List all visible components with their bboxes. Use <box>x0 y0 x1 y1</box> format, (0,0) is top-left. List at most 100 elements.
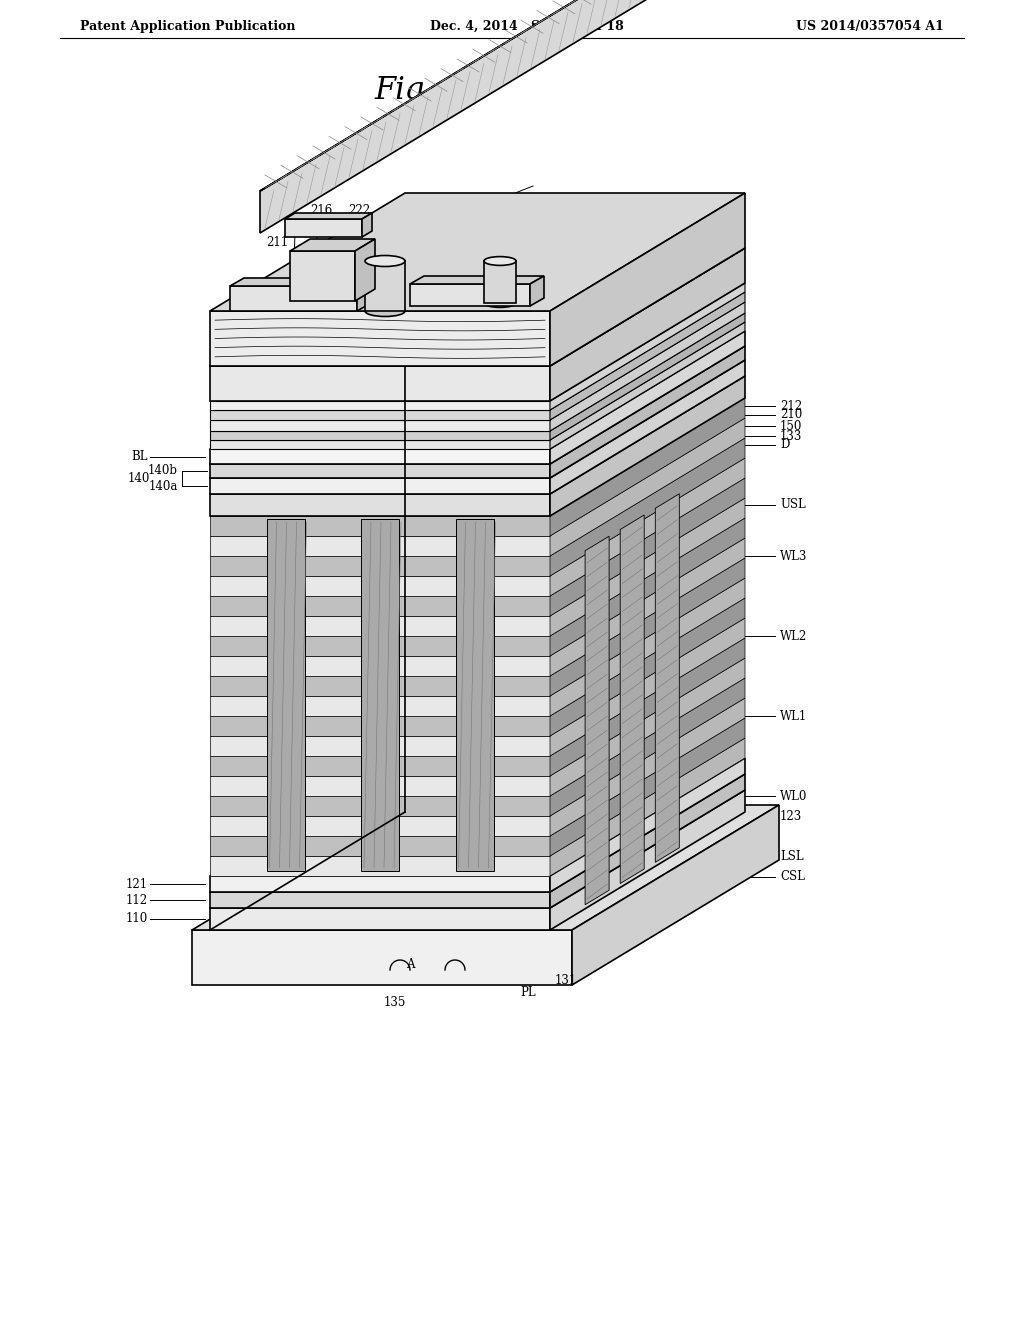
Text: 211: 211 <box>266 236 288 249</box>
Polygon shape <box>210 516 550 536</box>
Text: 216: 216 <box>310 205 332 218</box>
Text: WL2: WL2 <box>780 630 807 643</box>
Polygon shape <box>225 334 532 341</box>
Polygon shape <box>550 478 745 616</box>
Text: LSL: LSL <box>780 850 804 862</box>
Polygon shape <box>585 536 609 904</box>
Polygon shape <box>210 656 550 676</box>
Polygon shape <box>210 836 550 855</box>
Polygon shape <box>550 558 745 696</box>
Text: 112: 112 <box>126 894 148 907</box>
Polygon shape <box>550 322 745 449</box>
Polygon shape <box>210 401 550 411</box>
Text: USL: USL <box>780 499 806 511</box>
Text: WL0: WL0 <box>780 789 807 803</box>
Polygon shape <box>550 193 745 366</box>
Polygon shape <box>210 312 550 366</box>
Polygon shape <box>210 796 550 816</box>
Text: Fig. 2A: Fig. 2A <box>375 75 485 106</box>
Polygon shape <box>210 855 550 876</box>
Polygon shape <box>210 597 550 616</box>
Text: D: D <box>780 438 790 451</box>
Polygon shape <box>456 519 494 871</box>
Polygon shape <box>655 494 679 862</box>
Polygon shape <box>550 248 745 401</box>
Polygon shape <box>210 536 550 556</box>
Text: BL: BL <box>131 450 148 463</box>
Polygon shape <box>210 411 550 420</box>
Polygon shape <box>290 251 355 301</box>
Polygon shape <box>210 696 550 715</box>
Bar <box>484 261 516 304</box>
Polygon shape <box>210 193 745 312</box>
Polygon shape <box>210 756 550 776</box>
Text: A: A <box>406 958 415 972</box>
Text: 214: 214 <box>500 223 522 235</box>
Polygon shape <box>210 576 550 597</box>
Polygon shape <box>210 449 550 465</box>
Polygon shape <box>550 618 745 756</box>
Text: 210: 210 <box>780 408 802 421</box>
Text: 212: 212 <box>780 400 802 412</box>
Polygon shape <box>210 556 550 576</box>
Polygon shape <box>550 458 745 597</box>
Polygon shape <box>410 276 544 284</box>
Polygon shape <box>210 465 550 478</box>
Polygon shape <box>520 334 532 366</box>
Polygon shape <box>260 0 715 234</box>
Text: 140a: 140a <box>148 479 178 492</box>
Polygon shape <box>550 758 745 892</box>
Polygon shape <box>225 341 520 366</box>
Polygon shape <box>260 0 737 191</box>
Text: Dec. 4, 2014   Sheet 2 of 18: Dec. 4, 2014 Sheet 2 of 18 <box>430 20 624 33</box>
Polygon shape <box>193 931 572 985</box>
Polygon shape <box>210 737 550 756</box>
Text: 220: 220 <box>295 223 317 235</box>
Polygon shape <box>550 539 745 676</box>
Polygon shape <box>550 517 745 656</box>
Text: 224: 224 <box>490 194 512 207</box>
Text: PL: PL <box>520 986 536 999</box>
Polygon shape <box>530 276 544 306</box>
Polygon shape <box>550 598 745 737</box>
Polygon shape <box>210 636 550 656</box>
Polygon shape <box>210 494 550 516</box>
Polygon shape <box>550 498 745 636</box>
Ellipse shape <box>484 256 516 265</box>
Polygon shape <box>550 718 745 855</box>
Polygon shape <box>210 876 550 892</box>
Polygon shape <box>230 286 357 312</box>
Text: 220: 220 <box>562 248 585 261</box>
Polygon shape <box>550 578 745 715</box>
Text: 133: 133 <box>780 429 803 442</box>
Polygon shape <box>550 346 745 478</box>
Polygon shape <box>357 279 371 312</box>
Text: 222: 222 <box>348 205 370 218</box>
Polygon shape <box>621 515 644 883</box>
Polygon shape <box>285 219 362 238</box>
Polygon shape <box>550 376 745 516</box>
Polygon shape <box>210 248 745 366</box>
Polygon shape <box>550 331 745 465</box>
Polygon shape <box>210 616 550 636</box>
Text: 135: 135 <box>384 997 407 1010</box>
Text: 123: 123 <box>780 809 802 822</box>
Text: 218: 218 <box>534 236 556 249</box>
Text: WL1: WL1 <box>780 710 807 722</box>
Text: CSL: CSL <box>780 870 805 883</box>
Polygon shape <box>550 789 745 931</box>
Polygon shape <box>550 418 745 556</box>
Polygon shape <box>285 213 372 219</box>
Text: WL3: WL3 <box>780 549 807 562</box>
Polygon shape <box>210 432 550 440</box>
Polygon shape <box>410 284 530 306</box>
Text: 211: 211 <box>596 260 618 273</box>
Bar <box>365 261 406 312</box>
Text: 140b: 140b <box>148 465 178 478</box>
Text: 121: 121 <box>126 878 148 891</box>
Polygon shape <box>550 292 745 420</box>
Polygon shape <box>210 478 550 494</box>
Polygon shape <box>210 676 550 696</box>
Text: 150: 150 <box>780 420 803 433</box>
Polygon shape <box>210 908 550 931</box>
